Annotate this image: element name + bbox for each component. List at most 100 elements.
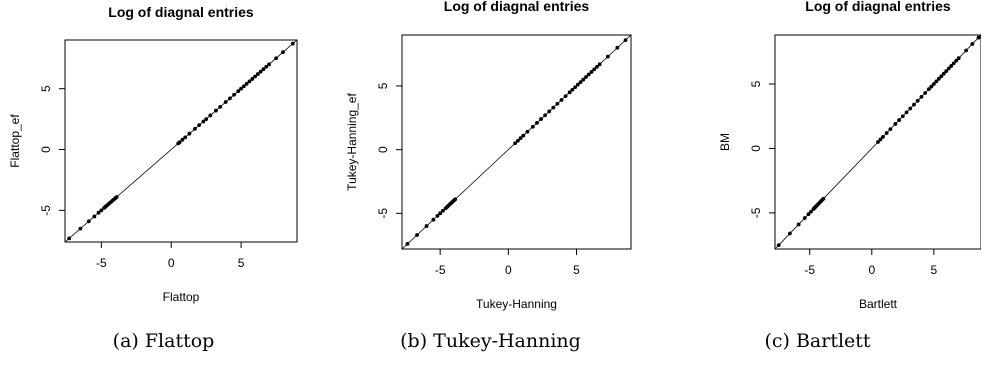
data-point [440, 208, 445, 213]
data-point [431, 217, 436, 222]
data-point [575, 82, 580, 87]
data-point [592, 67, 597, 72]
data-point [513, 141, 518, 146]
y-tick-label: 0 [376, 146, 390, 153]
data-point [250, 77, 255, 81]
y-tick-label: -5 [39, 205, 53, 216]
plot-frame [401, 34, 632, 250]
data-point [255, 72, 260, 76]
data-point [99, 208, 104, 213]
data-point [208, 113, 213, 118]
y-axis-label: Tukey-Hanning_ef [345, 93, 359, 191]
data-point [525, 129, 530, 134]
y-tick-label: -5 [749, 207, 763, 218]
data-point [946, 66, 951, 71]
data-point [197, 123, 202, 128]
x-tick-label: 5 [573, 263, 580, 277]
x-tick-label: 5 [930, 263, 937, 277]
data-point [888, 127, 893, 132]
y-tick-label: 0 [39, 146, 53, 153]
data-point [232, 92, 237, 97]
data-point [228, 96, 232, 101]
data-point [253, 74, 257, 79]
data-point [941, 71, 946, 76]
reference-line-y-equals-x [775, 35, 981, 249]
data-point [915, 98, 920, 103]
data-point [589, 70, 594, 74]
data-point [876, 140, 880, 144]
data-point [518, 136, 523, 141]
data-point [236, 89, 241, 94]
data-point [936, 76, 941, 81]
data-point [944, 69, 949, 73]
data-point [776, 243, 781, 248]
caption-flattop: (a) Flattop [112, 330, 215, 352]
data-point [177, 140, 182, 145]
data-point [244, 81, 249, 86]
x-tick-label: 0 [505, 263, 512, 277]
data-point [976, 35, 981, 40]
data-point [535, 120, 539, 125]
data-point [970, 42, 975, 46]
data-point [578, 80, 583, 85]
data-point [919, 94, 924, 99]
y-axis-label: BM [718, 133, 732, 151]
data-point [281, 50, 285, 55]
data-point [908, 106, 913, 111]
data-point [96, 210, 101, 215]
data-point [201, 119, 206, 124]
data-point [904, 110, 909, 115]
data-point [939, 74, 944, 79]
data-point [605, 54, 610, 59]
data-point [274, 56, 278, 61]
x-tick-label: 0 [168, 256, 175, 270]
data-point [547, 109, 552, 114]
x-tick-label: 5 [238, 256, 245, 270]
data-point [623, 38, 628, 42]
data-point [530, 124, 535, 129]
data-point [787, 231, 792, 236]
data-point [114, 195, 119, 199]
y-tick-label: 5 [376, 82, 390, 89]
panel-bartlett: Log of diagnal entries -5 0 5 -5 0 5 Bartlett BM… [654, 0, 981, 371]
data-point [241, 84, 246, 89]
data-point [551, 105, 556, 110]
data-point [183, 135, 188, 140]
data-point [559, 98, 564, 102]
x-tick-label: -5 [96, 256, 107, 270]
caption-bartlett: (c) Bartlett [764, 330, 871, 352]
plot-frame [64, 39, 298, 243]
data-point [926, 87, 931, 92]
data-point [931, 82, 936, 86]
data-point [567, 90, 572, 95]
plot-frame [774, 34, 981, 250]
panel-tukey-hanning: Log of diagnal entries -5 0 5 -5 0 5 Tukey-Hann… [327, 0, 654, 371]
data-point [586, 72, 591, 77]
data-point [570, 87, 575, 92]
data-point [223, 100, 228, 104]
data-point [597, 62, 602, 67]
data-point [78, 226, 83, 231]
data-point [893, 122, 898, 126]
data-point [415, 233, 419, 237]
data-point [261, 67, 266, 72]
x-tick-label: 0 [868, 263, 875, 277]
chart-tukey-hanning: Log of diagnal entries -5 0 5 -5 0 5 Tukey-Hann… [345, 0, 632, 311]
data-point [923, 91, 928, 95]
data-point [435, 213, 440, 218]
data-point [563, 94, 568, 99]
data-point [934, 79, 939, 84]
x-tick-label: -5 [804, 263, 815, 277]
x-tick-label: -5 [435, 263, 446, 277]
y-tick-label: 5 [39, 85, 53, 92]
x-axis-label: Bartlett [859, 297, 898, 311]
data-point [897, 118, 901, 122]
data-point [405, 242, 410, 246]
data-point [796, 222, 801, 227]
data-point [86, 219, 91, 224]
data-point [214, 108, 218, 113]
data-point [180, 137, 185, 142]
data-point [264, 64, 269, 69]
data-point [595, 64, 599, 69]
data-point [956, 56, 961, 61]
